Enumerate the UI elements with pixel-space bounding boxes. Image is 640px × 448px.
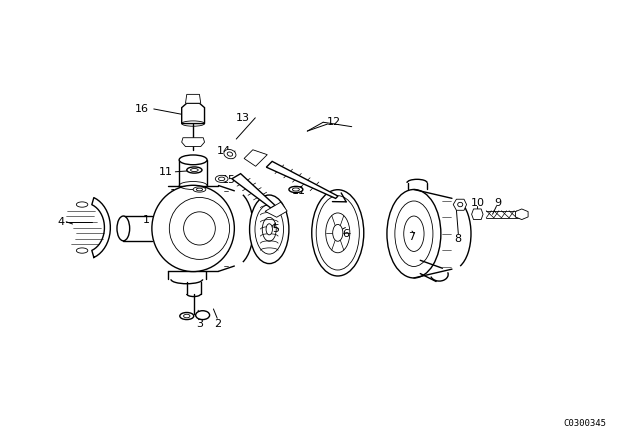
Ellipse shape: [215, 175, 228, 182]
Polygon shape: [265, 202, 287, 217]
Ellipse shape: [266, 224, 273, 235]
Text: 2: 2: [214, 319, 221, 328]
Polygon shape: [244, 150, 268, 166]
Text: 11: 11: [170, 189, 184, 199]
Polygon shape: [232, 174, 275, 208]
Text: 6: 6: [342, 229, 349, 239]
Text: 12: 12: [326, 117, 340, 127]
Ellipse shape: [179, 155, 207, 165]
Polygon shape: [515, 209, 528, 220]
Text: 9: 9: [495, 198, 502, 208]
Text: 3: 3: [196, 319, 203, 328]
Text: 11: 11: [291, 186, 305, 196]
Text: 13: 13: [236, 113, 250, 123]
Text: 15: 15: [221, 175, 236, 185]
Ellipse shape: [387, 190, 441, 278]
Polygon shape: [182, 138, 205, 146]
Ellipse shape: [250, 195, 289, 263]
Ellipse shape: [117, 216, 130, 241]
Polygon shape: [266, 161, 338, 198]
Ellipse shape: [196, 311, 210, 319]
Ellipse shape: [312, 190, 364, 276]
Polygon shape: [186, 95, 201, 103]
Ellipse shape: [193, 187, 206, 192]
Text: 10: 10: [470, 198, 484, 208]
Text: 1: 1: [143, 215, 150, 224]
Ellipse shape: [333, 224, 343, 241]
Ellipse shape: [289, 186, 303, 193]
Text: 16: 16: [134, 104, 148, 114]
Text: C0300345: C0300345: [564, 419, 607, 428]
Ellipse shape: [180, 313, 194, 319]
Text: 5: 5: [272, 224, 279, 234]
Ellipse shape: [187, 167, 202, 173]
Text: 11: 11: [159, 167, 173, 177]
Ellipse shape: [224, 150, 236, 159]
Ellipse shape: [152, 185, 234, 271]
Polygon shape: [182, 103, 205, 124]
Polygon shape: [472, 209, 483, 220]
Polygon shape: [453, 199, 467, 210]
Text: 14: 14: [217, 146, 231, 156]
Ellipse shape: [184, 314, 190, 318]
Text: 7: 7: [408, 232, 415, 242]
Text: 4: 4: [58, 217, 65, 227]
Text: 8: 8: [455, 234, 462, 245]
